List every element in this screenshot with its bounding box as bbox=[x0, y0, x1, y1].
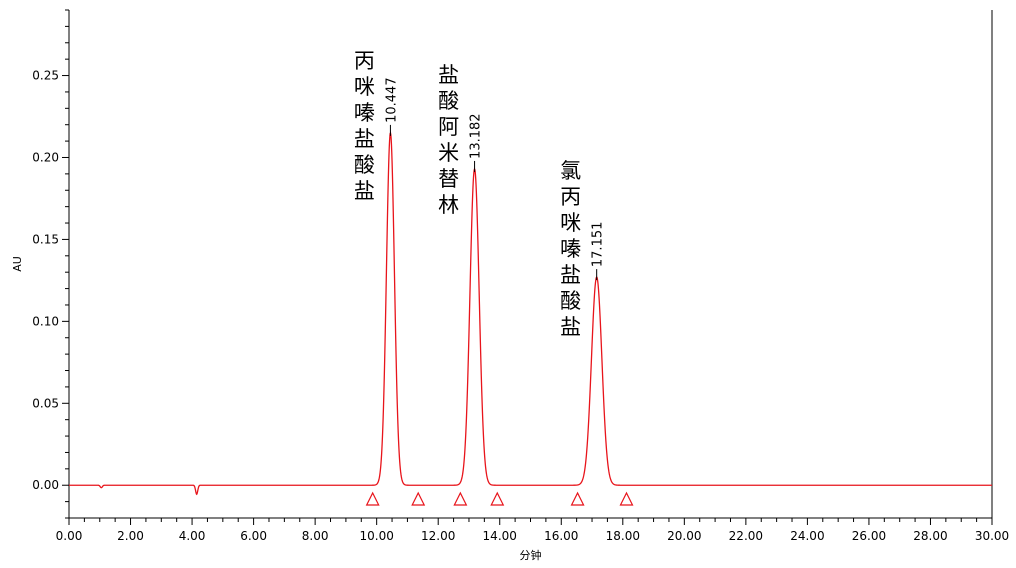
x-tick-label: 2.00 bbox=[117, 529, 144, 543]
x-tick-label: 20.00 bbox=[667, 529, 701, 543]
integration-marker bbox=[490, 491, 505, 506]
x-tick-label: 24.00 bbox=[790, 529, 824, 543]
x-tick-label: 12.00 bbox=[421, 529, 455, 543]
x-tick-label: 30.00 bbox=[975, 529, 1009, 543]
integration-marker bbox=[619, 491, 634, 506]
y-tick-label: 0.15 bbox=[32, 232, 59, 246]
peak-compound-name: 氯丙咪嗪盐酸盐 bbox=[560, 159, 581, 339]
x-tick-label: 14.00 bbox=[483, 529, 517, 543]
x-tick-label: 18.00 bbox=[606, 529, 640, 543]
peak-retention-time: 13.182 bbox=[469, 113, 484, 159]
chromatogram-trace bbox=[69, 131, 992, 496]
integration-marker bbox=[365, 491, 380, 506]
integration-marker bbox=[453, 491, 468, 506]
x-tick-label: 22.00 bbox=[729, 529, 763, 543]
integration-marker bbox=[411, 491, 426, 506]
x-tick-label: 8.00 bbox=[302, 529, 329, 543]
x-tick-label: 28.00 bbox=[913, 529, 947, 543]
y-tick-label: 0.25 bbox=[32, 69, 59, 83]
peak-labels: 10.447 丙咪嗪盐酸盐 13.182 盐酸阿米替林 17.151 氯丙咪嗪盐酸盐 bbox=[354, 49, 606, 339]
x-tick-label: 26.00 bbox=[852, 529, 886, 543]
y-tick-label: 0.05 bbox=[32, 396, 59, 410]
y-axis-title: AU bbox=[11, 256, 24, 272]
x-axis-title: 分钟 bbox=[520, 548, 542, 562]
integration-marker bbox=[570, 491, 585, 506]
peak-compound-name: 丙咪嗪盐酸盐 bbox=[354, 49, 375, 203]
x-tick-label: 4.00 bbox=[179, 529, 206, 543]
peak-retention-time: 17.151 bbox=[591, 222, 606, 268]
peak-compound-name: 盐酸阿米替林 bbox=[438, 63, 459, 217]
y-tick-label: 0.20 bbox=[32, 150, 59, 164]
peak-retention-time: 10.447 bbox=[384, 77, 399, 123]
integration-markers bbox=[365, 124, 634, 506]
y-tick-label: 0.10 bbox=[32, 314, 59, 328]
trace-layer bbox=[69, 131, 992, 496]
x-tick-label: 16.00 bbox=[544, 529, 578, 543]
x-tick-label: 6.00 bbox=[240, 529, 267, 543]
y-tick-label: 0.00 bbox=[32, 478, 59, 492]
x-tick-label: 0.00 bbox=[56, 529, 83, 543]
x-tick-label: 10.00 bbox=[359, 529, 393, 543]
axes: 0.00 2.00 4.00 6.00 8.00 10.00 12.00 14.00 16.00… bbox=[11, 9, 1009, 562]
